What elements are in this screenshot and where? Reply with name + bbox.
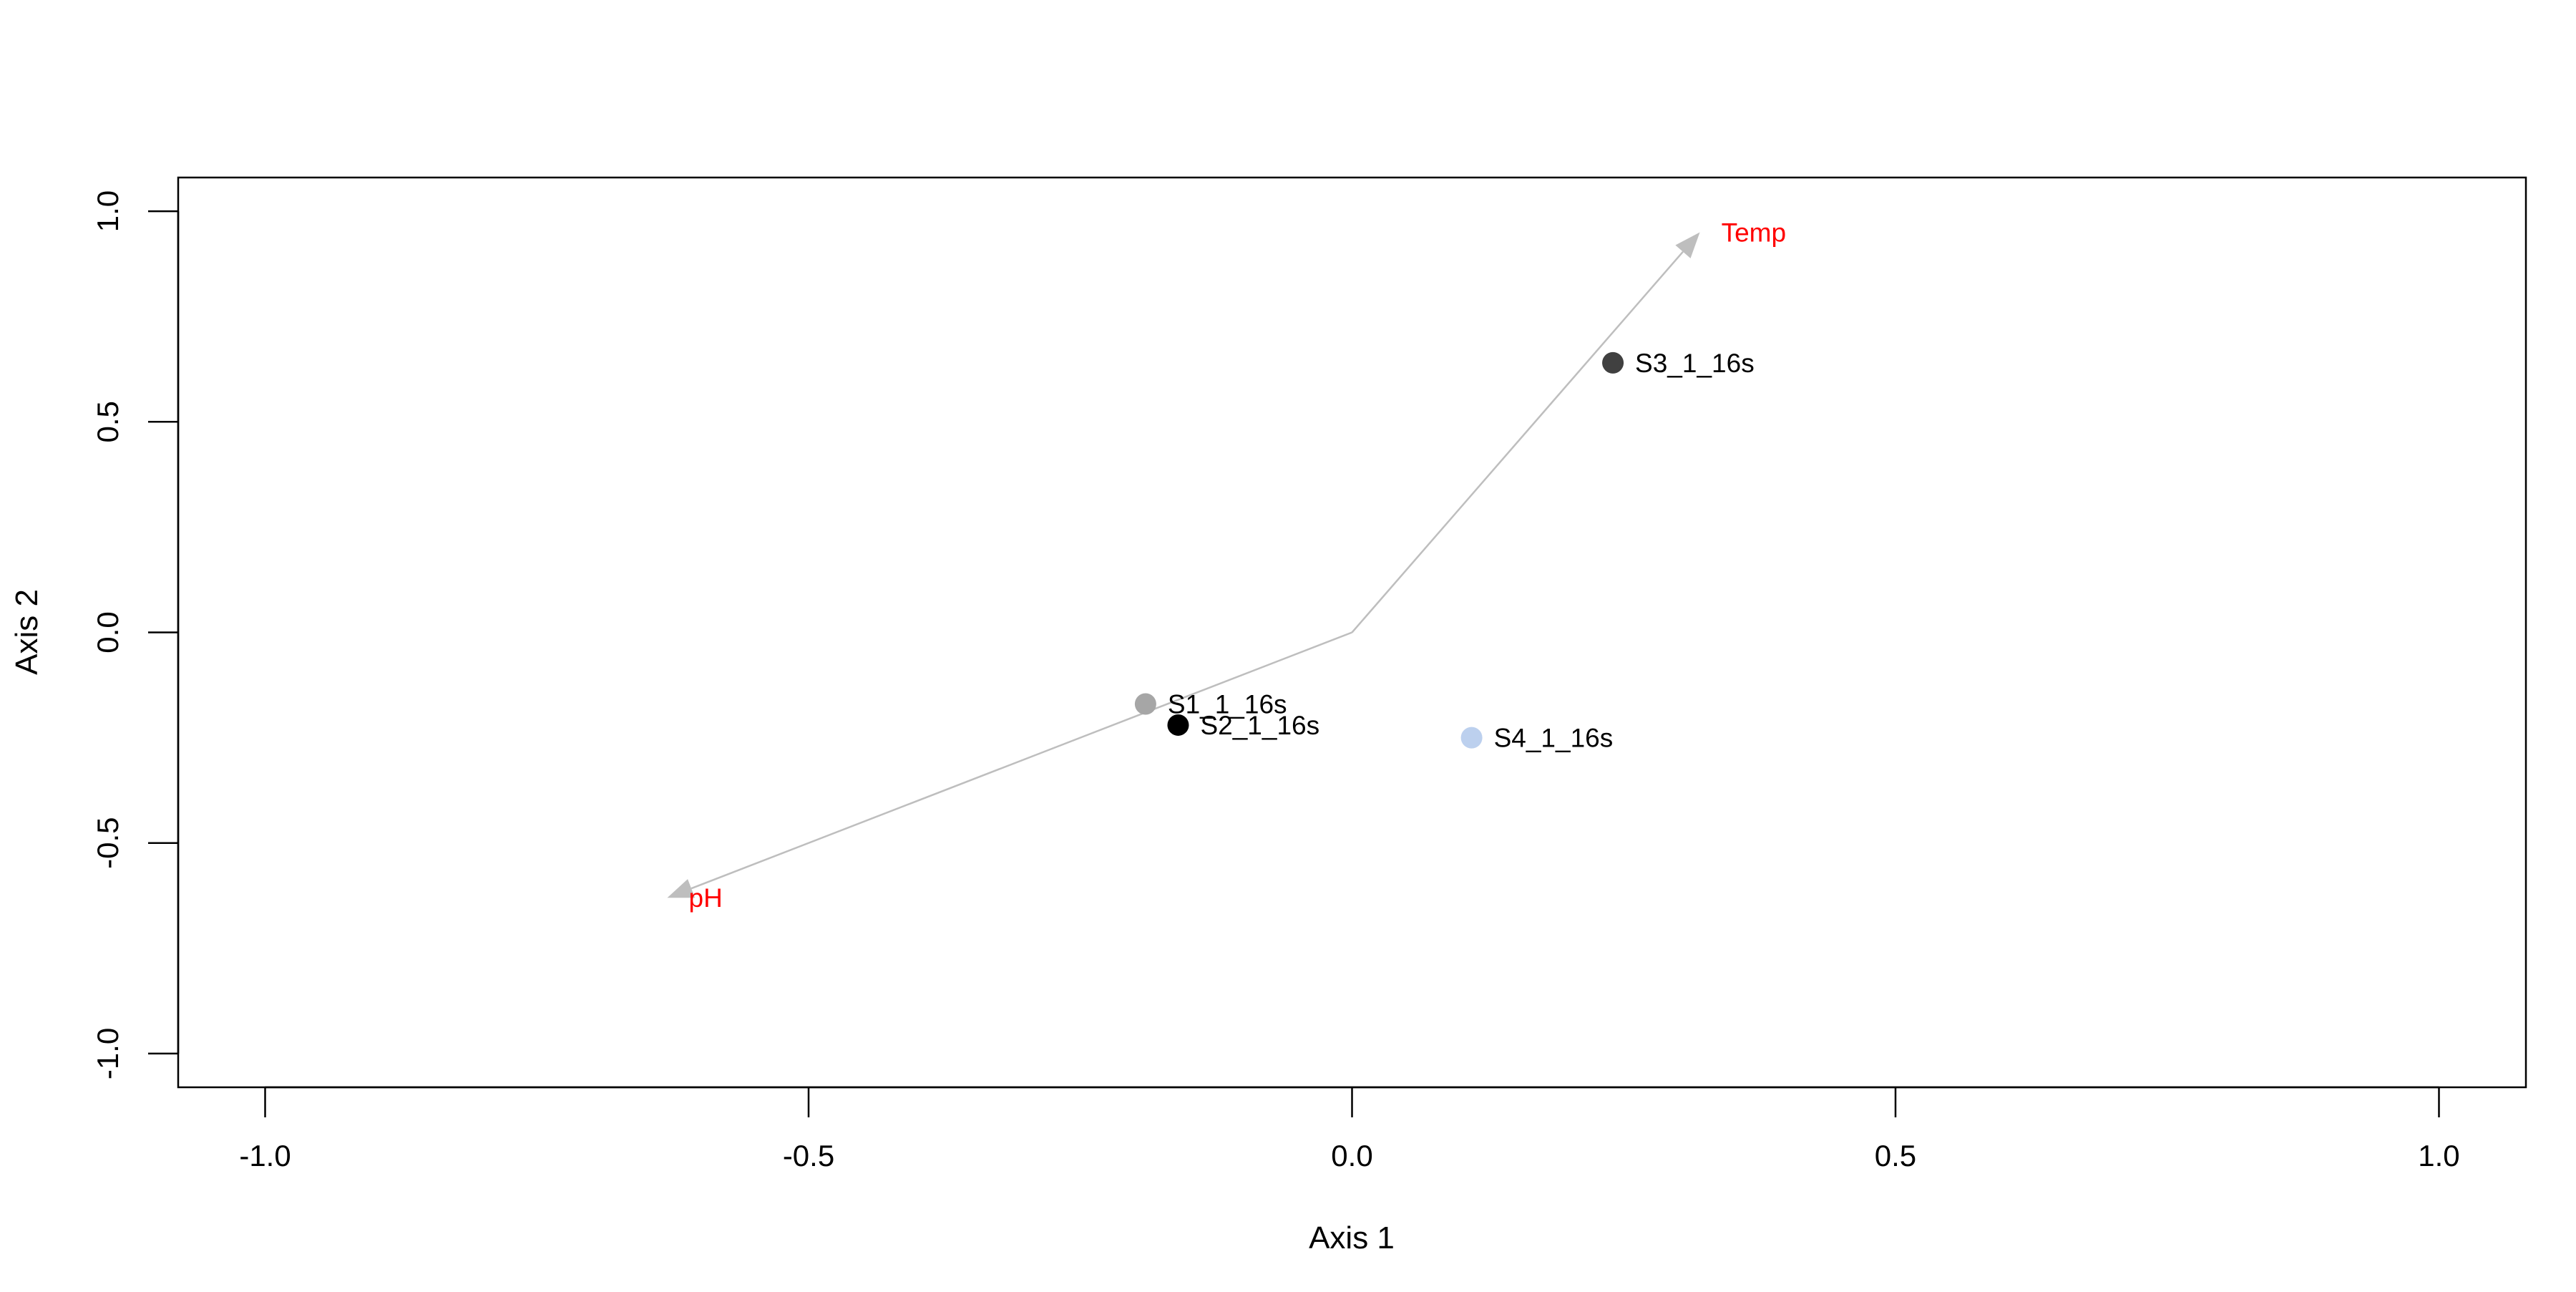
- y-tick-label: 0.5: [91, 401, 125, 442]
- x-tick-label: 0.0: [1331, 1139, 1372, 1172]
- sample-point-label: S3_1_16s: [1635, 349, 1755, 378]
- environmental-vectors: pH Temp: [667, 218, 1786, 913]
- x-axis-title: Axis 1: [1309, 1220, 1395, 1255]
- sample-point: [1602, 351, 1624, 374]
- x-tick-label: 0.5: [1875, 1139, 1916, 1172]
- sample-point: [1134, 693, 1156, 715]
- sample-point-label: S2_1_16s: [1200, 711, 1319, 740]
- sample-point-label: S1_1_16s: [1168, 690, 1287, 719]
- vector-label-ph: pH: [689, 883, 723, 913]
- vector-label-temp: Temp: [1722, 218, 1786, 247]
- sample-point: [1460, 727, 1483, 749]
- y-tick-label: -1.0: [91, 1028, 125, 1079]
- sample-point: [1167, 714, 1189, 736]
- vector-line-ph: [691, 631, 1352, 890]
- x-tick-label: -1.0: [239, 1139, 291, 1172]
- x-tick-label: 1.0: [2418, 1139, 2459, 1172]
- x-axis: -1.0 -0.5 0.0 0.5 1.0: [239, 1086, 2460, 1172]
- y-tick-label: 0.0: [91, 611, 125, 653]
- y-axis-title: Axis 2: [9, 589, 44, 675]
- vector-arrowhead-ph: [667, 879, 696, 898]
- y-tick-label: 1.0: [91, 190, 125, 232]
- y-tick-label: -0.5: [91, 817, 125, 869]
- vector-line-temp: [1351, 251, 1684, 633]
- y-axis: -1.0 -0.5 0.0 0.5 1.0: [91, 190, 180, 1079]
- vector-arrowhead-temp: [1675, 232, 1700, 258]
- sample-point-label: S4_1_16s: [1494, 724, 1614, 753]
- x-tick-label: -0.5: [783, 1139, 834, 1172]
